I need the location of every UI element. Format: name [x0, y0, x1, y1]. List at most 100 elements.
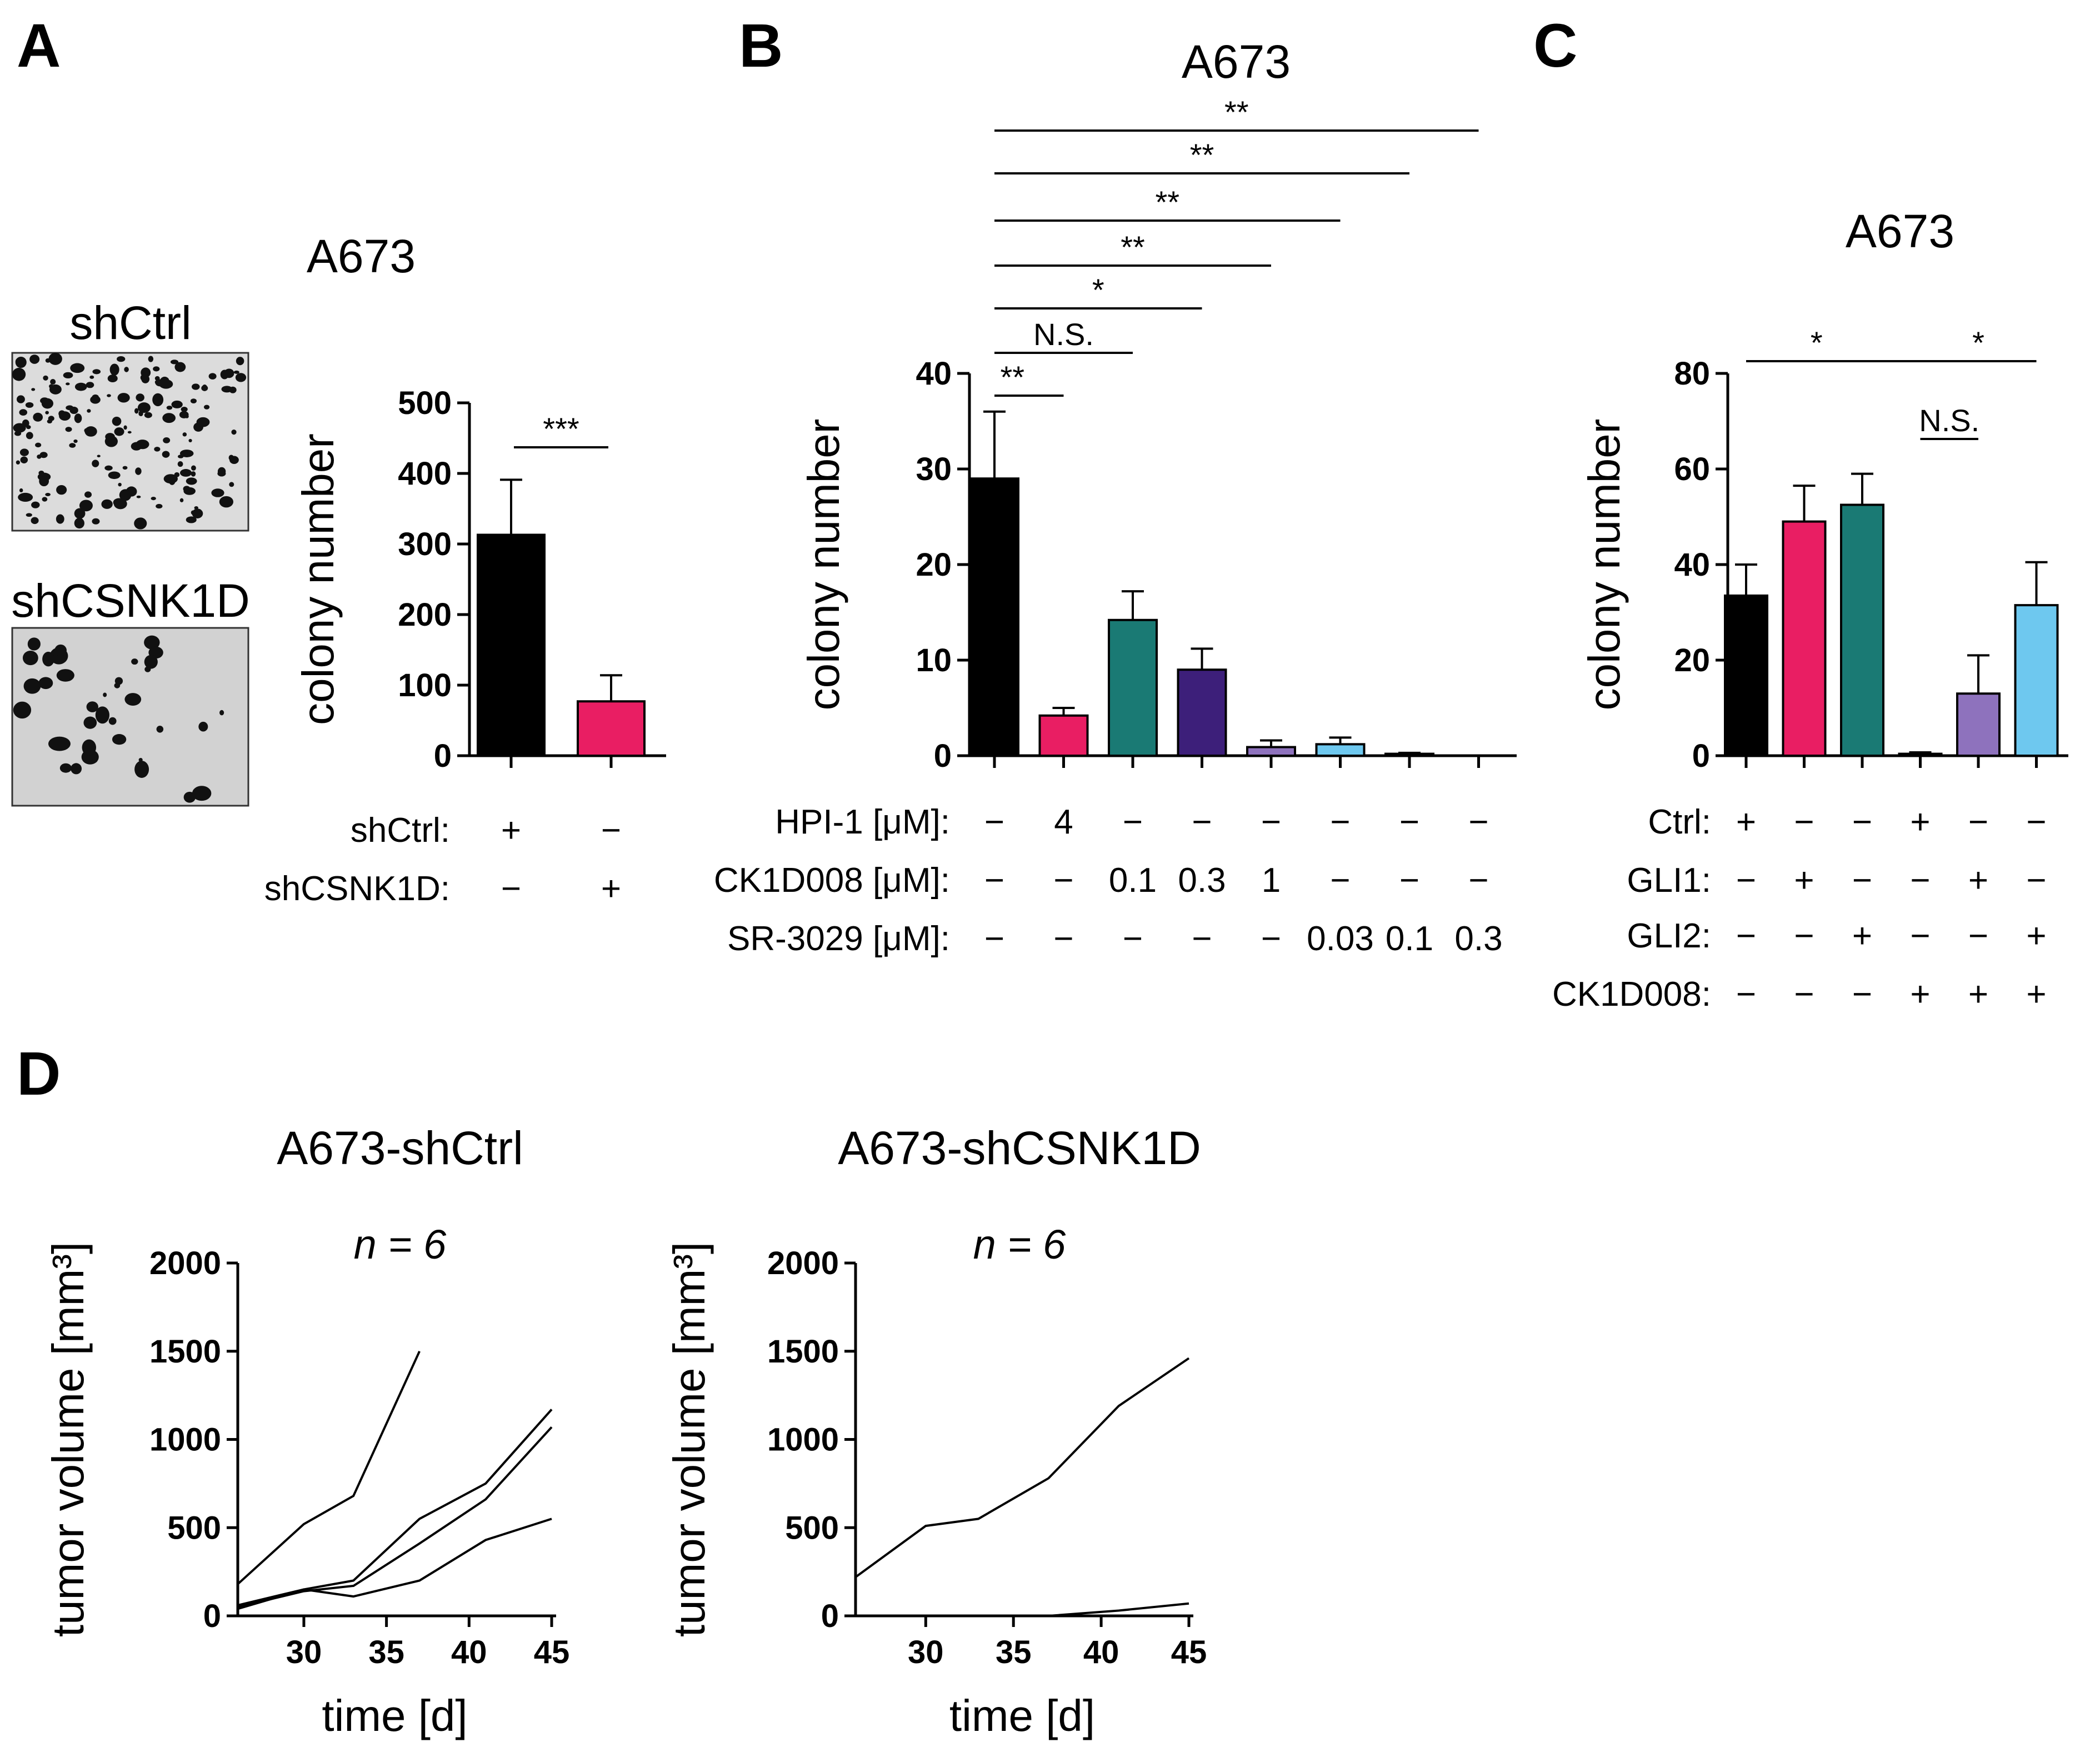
y-axis-label-C: colony number	[1579, 419, 1629, 711]
y-axis-label-B: colony number	[799, 419, 848, 711]
colony-dot	[217, 470, 226, 477]
colony-dot	[191, 383, 200, 390]
colony-dot	[101, 499, 113, 509]
y-tick-label-D2-3: 1500	[767, 1334, 839, 1370]
colony-dot	[40, 397, 49, 404]
row-label-c-3: CK1D008:	[1552, 975, 1711, 1014]
colony-dot	[177, 461, 183, 467]
y-tick-label-A-1: 100	[398, 667, 452, 703]
colony-dot	[69, 406, 78, 415]
significance-label-B-1: N.S.	[1033, 317, 1094, 352]
colony-dot	[42, 497, 48, 502]
colony-dot	[154, 398, 162, 404]
colony-dot	[134, 761, 149, 778]
condition-C-3-0: −	[1736, 975, 1756, 1014]
title-a: A673	[307, 230, 416, 282]
colony-dot	[105, 433, 115, 441]
colony-dot	[65, 427, 72, 432]
colony-dot	[56, 485, 67, 495]
colony-dot	[201, 385, 208, 391]
y-tick-label-A-4: 400	[398, 456, 452, 492]
condition-C-0-1: −	[1794, 803, 1814, 841]
panel-label-c: C	[1533, 12, 1577, 80]
condition-C-1-0: −	[1736, 861, 1756, 900]
bar-A-0	[477, 533, 546, 757]
y-tick-label-B-1: 10	[916, 642, 952, 678]
colony-dot	[43, 375, 48, 381]
condition-C-2-0: −	[1736, 917, 1756, 955]
colony-dot	[124, 367, 129, 372]
bar-C-1	[1782, 520, 1827, 757]
condition-B-0-4: −	[1261, 803, 1281, 841]
colony-dot	[26, 513, 32, 517]
colony-dot	[22, 650, 38, 666]
significance-label-B-6: **	[1224, 94, 1249, 129]
condition-C-3-3: +	[1910, 975, 1930, 1014]
colony-dot	[191, 465, 196, 471]
y-tick-label-D2-4: 2000	[767, 1245, 839, 1281]
condition-B-0-2: −	[1123, 803, 1143, 841]
colony-dot	[119, 489, 132, 501]
colony-dot	[31, 517, 39, 525]
condition-B-1-1: −	[1053, 861, 1073, 900]
colony-dot	[162, 413, 176, 423]
colony-dot	[181, 407, 188, 412]
row-label-c-1: GLI1:	[1627, 861, 1711, 900]
significance-label-B-2: *	[1092, 272, 1104, 307]
condition-C-2-3: −	[1910, 917, 1930, 955]
series-line-D1-1	[237, 1409, 553, 1606]
colony-dot	[74, 382, 87, 391]
colony-dot	[48, 736, 71, 751]
bar-B-6	[1384, 752, 1434, 757]
condition-B-2-4: −	[1261, 920, 1281, 958]
colony-dot	[208, 373, 217, 380]
colony-dot	[224, 368, 234, 378]
colony-dot	[148, 356, 154, 362]
colony-dot	[151, 496, 156, 501]
colony-dot	[42, 651, 54, 667]
y-tick-label-D1-4: 2000	[149, 1245, 221, 1281]
colony-dot	[70, 363, 85, 373]
colony-dot	[13, 423, 26, 433]
colony-dot	[179, 498, 184, 502]
condition-B-1-2: 0.1	[1109, 861, 1157, 900]
colony-dot	[228, 455, 234, 461]
colony-dot	[104, 465, 113, 471]
condition-B-1-4: 1	[1262, 861, 1281, 900]
colony-dot	[190, 398, 197, 404]
condition-C-0-3: +	[1910, 803, 1930, 841]
bar-B-0	[969, 477, 1019, 757]
condition-A-0-1: −	[601, 811, 621, 850]
colony-dot	[203, 405, 210, 410]
colony-dot	[107, 375, 118, 383]
series-line-D2-0	[854, 1357, 1190, 1578]
colony-dot	[49, 384, 62, 395]
colony-dot	[153, 366, 160, 372]
colony-dot	[92, 369, 101, 375]
colony-dot	[118, 482, 122, 487]
condition-C-3-5: +	[2026, 975, 2046, 1014]
colony-dot	[39, 476, 49, 487]
significance-label-A-0: ***	[543, 411, 579, 446]
x-tick-label-D1-0: 30	[286, 1634, 322, 1670]
colony-dot	[127, 431, 132, 434]
colony-dot	[170, 360, 179, 365]
colony-dot	[33, 412, 43, 422]
y-tick-label-B-4: 40	[916, 356, 952, 392]
colony-dot	[144, 412, 152, 418]
condition-C-1-2: −	[1852, 861, 1872, 900]
condition-C-1-1: +	[1794, 861, 1814, 900]
colony-dot	[92, 460, 99, 467]
colony-dot	[186, 516, 197, 523]
row-label-c-0: Ctrl:	[1648, 803, 1711, 841]
colony-dot	[211, 488, 224, 497]
colony-dot	[79, 500, 93, 512]
colony-dot	[154, 447, 161, 452]
colony-dot	[59, 763, 72, 773]
colony-dot	[134, 408, 139, 414]
colony-dot	[13, 701, 32, 719]
condition-B-1-5: −	[1330, 861, 1350, 900]
x-axis-label-D1: time [d]	[322, 1691, 467, 1740]
colony-dot	[154, 376, 160, 381]
